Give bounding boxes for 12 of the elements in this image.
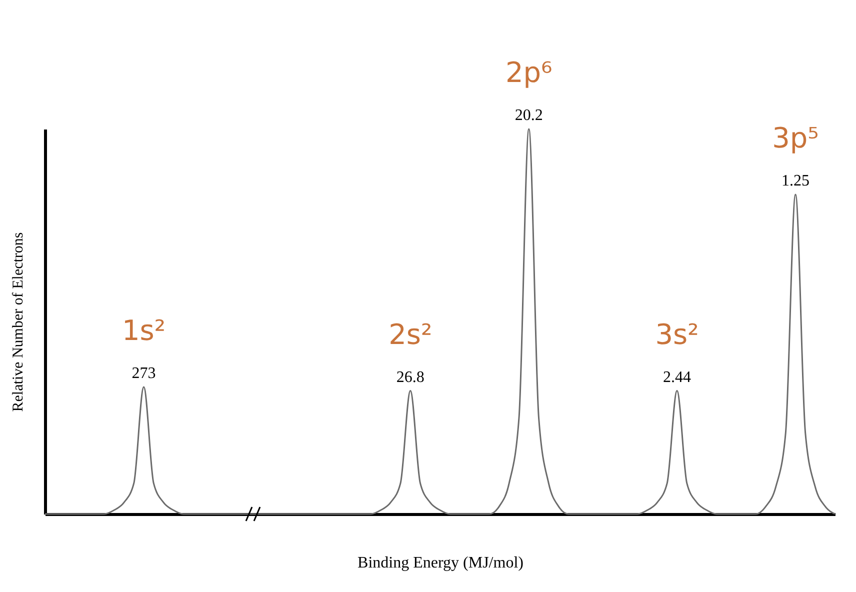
text: 2p⁶	[505, 56, 552, 89]
annotation: 26.8	[396, 368, 424, 386]
annotation: 1s²	[122, 314, 166, 347]
annotation: 1.25	[782, 172, 810, 190]
annotation: 273	[132, 364, 156, 382]
annotation: 2s²	[388, 318, 432, 351]
annotation: 3s²	[655, 318, 699, 351]
annotation: 3p⁵	[772, 121, 819, 154]
text: 20.2	[514, 107, 543, 124]
y-axis-title: Relative Number of Electrons	[10, 232, 26, 412]
annotation: 2.44	[663, 368, 691, 386]
x-axis-title: Binding Energy (MJ/mol)	[358, 554, 524, 572]
